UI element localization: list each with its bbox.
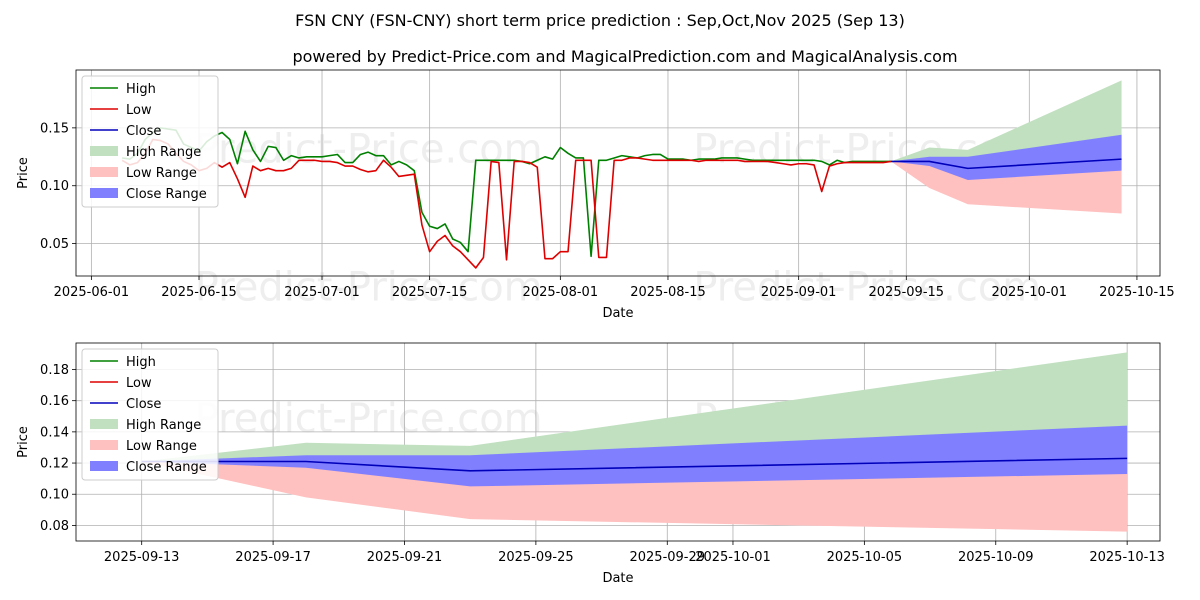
x-tick-label: 2025-07-15 <box>392 285 468 300</box>
legend-label-close-range: Close Range <box>126 460 207 475</box>
x-tick-label: 2025-08-01 <box>523 285 599 300</box>
legend-label-high: High <box>126 82 156 97</box>
y-tick-label: 0.15 <box>40 121 69 136</box>
x-tick-label: 2025-07-01 <box>284 285 360 300</box>
watermark-text: Predict-Price.com <box>195 265 543 311</box>
legend-label-low-range: Low Range <box>126 166 197 181</box>
legend-label-close: Close <box>126 124 161 139</box>
chart-subtitle: powered by Predict-Price.com and Magical… <box>292 47 957 66</box>
axes-frame <box>75 69 1161 277</box>
x-tick-label: 2025-10-09 <box>958 550 1034 565</box>
chart-title: FSN CNY (FSN-CNY) short term price predi… <box>295 11 905 30</box>
watermark-text: Predict-Price.com <box>195 396 543 442</box>
axes-frame <box>75 342 1161 542</box>
legend: High Low Close High Range Low Range Close Ran… <box>81 348 219 481</box>
x-tick-label: 2025-09-13 <box>104 550 180 565</box>
legend-swatch-high-range <box>90 419 118 429</box>
watermark-text: Predict-Price.com <box>693 265 1041 311</box>
close-range-band <box>890 134 1122 180</box>
y-tick-label: 0.05 <box>40 237 69 252</box>
legend: High Low Close High Range Low Range Close Ran… <box>81 75 219 208</box>
legend-swatch-close-range <box>90 188 118 198</box>
x-tick-label: 2025-06-01 <box>54 285 130 300</box>
x-tick-label: 2025-06-15 <box>161 285 237 300</box>
y-tick-label: 0.10 <box>40 488 69 503</box>
x-tick-label: 2025-09-17 <box>235 550 311 565</box>
legend-label-low-range: Low Range <box>126 439 197 454</box>
plot-area <box>141 352 1128 532</box>
x-tick-label: 2025-10-01 <box>695 550 771 565</box>
x-tick-label: 2025-10-13 <box>1089 550 1165 565</box>
x-tick-label: 2025-09-25 <box>498 550 574 565</box>
y-tick-label: 0.16 <box>40 394 69 409</box>
y-tick-label: 0.08 <box>40 519 69 534</box>
legend-swatch-low-range <box>90 167 118 177</box>
legend-label-high-range: High Range <box>126 145 201 160</box>
close-line <box>141 457 1128 472</box>
y-tick-label: 0.12 <box>40 457 69 472</box>
x-tick-label: 2025-09-21 <box>367 550 443 565</box>
x-tick-label: 2025-09-01 <box>761 285 837 300</box>
legend-label-low: Low <box>126 103 152 118</box>
y-tick-label: 0.14 <box>40 425 69 440</box>
y-axis-label: Price <box>16 426 31 458</box>
x-axis-label: Date <box>602 571 633 586</box>
close-range-band <box>141 425 1128 487</box>
legend-swatch-close-range <box>90 461 118 471</box>
top-panel: Predict-Price.com Predict-Price.comPredic… <box>16 69 1175 321</box>
x-tick-label: 2025-08-15 <box>630 285 706 300</box>
y-tick-label: 0.18 <box>40 363 69 378</box>
legend-swatch-high-range <box>90 146 118 156</box>
x-tick-label: 2025-10-15 <box>1099 285 1175 300</box>
legend-label-close: Close <box>126 397 161 412</box>
x-axis-label: Date <box>602 306 633 321</box>
y-axis-label: Price <box>16 157 31 189</box>
x-tick-label: 2025-10-05 <box>827 550 903 565</box>
x-tick-label: 2025-10-01 <box>992 285 1068 300</box>
legend-label-high: High <box>126 355 156 370</box>
legend-swatch-low-range <box>90 440 118 450</box>
x-tick-label: 2025-09-15 <box>869 285 945 300</box>
bottom-panel: Predict-Price.comPredict-Price.com2025-0… <box>16 342 1165 586</box>
plot-area <box>121 80 1122 269</box>
y-tick-label: 0.10 <box>40 179 69 194</box>
legend-label-close-range: Close Range <box>126 187 207 202</box>
legend-label-high-range: High Range <box>126 418 201 433</box>
legend-label-low: Low <box>126 376 152 391</box>
close-line <box>890 158 1122 170</box>
x-tick-label: 2025-09-29 <box>629 550 705 565</box>
low-line <box>121 138 892 269</box>
high-line <box>122 127 891 258</box>
